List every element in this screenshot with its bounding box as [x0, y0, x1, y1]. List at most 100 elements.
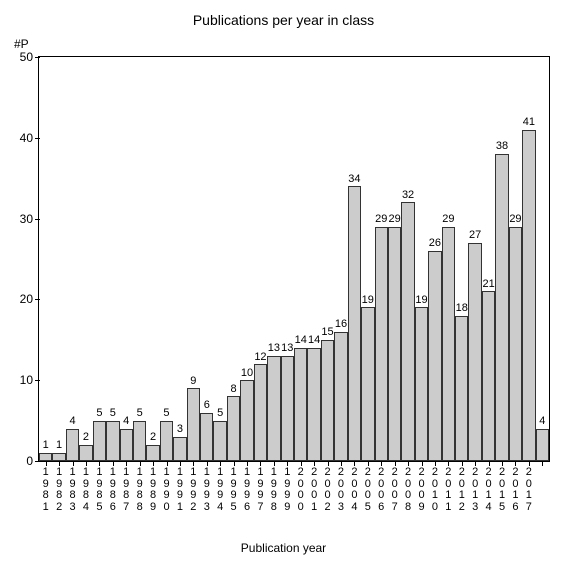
bar: 21 [482, 291, 495, 461]
bar: 14 [294, 348, 307, 461]
bar: 16 [334, 332, 347, 461]
x-tick-label: 1 9 8 6 [110, 467, 116, 513]
bar-value-label: 4 [123, 416, 129, 428]
bar: 1 [39, 453, 52, 461]
x-tick-label: 1 9 8 7 [123, 467, 129, 513]
y-tick-label: 10 [7, 373, 39, 387]
chart-title: Publications per year in class [0, 12, 567, 28]
bar-value-label: 5 [163, 408, 169, 420]
bar-value-label: 12 [254, 352, 266, 364]
x-tick [542, 461, 543, 466]
bar: 34 [348, 186, 361, 461]
bar: 4 [536, 429, 549, 461]
bar-value-label: 29 [442, 214, 454, 226]
bar: 5 [160, 421, 173, 461]
x-tick-label: 1 9 8 2 [56, 467, 62, 513]
x-tick-label: 2 0 0 7 [392, 467, 398, 513]
x-tick-label: 2 0 0 9 [418, 467, 424, 513]
bar-value-label: 19 [415, 295, 427, 307]
bar-value-label: 15 [321, 327, 333, 339]
bar-value-label: 14 [295, 335, 307, 347]
bar: 19 [415, 307, 428, 461]
bar: 5 [106, 421, 119, 461]
bar-value-label: 32 [402, 190, 414, 202]
x-tick-label: 2 0 0 0 [298, 467, 304, 513]
x-tick-label: 2 0 1 1 [445, 467, 451, 513]
y-axis-label: #P [14, 37, 29, 51]
bar: 4 [66, 429, 79, 461]
bar: 15 [321, 340, 334, 461]
x-axis-label: Publication year [0, 541, 567, 555]
bar-value-label: 14 [308, 335, 320, 347]
bar: 2 [79, 445, 92, 461]
bar-value-label: 29 [389, 214, 401, 226]
bar-value-label: 4 [69, 416, 75, 428]
bar-value-label: 2 [83, 432, 89, 444]
y-tick-label: 20 [7, 292, 39, 306]
bar: 26 [428, 251, 441, 461]
bar: 29 [375, 227, 388, 461]
chart-container: Publications per year in class #P 010203… [0, 0, 567, 567]
x-tick-label: 1 9 9 8 [271, 467, 277, 513]
bar-value-label: 1 [43, 440, 49, 452]
bar: 27 [468, 243, 481, 461]
x-tick-label: 2 0 1 3 [472, 467, 478, 513]
bar-value-label: 5 [137, 408, 143, 420]
bar: 18 [455, 316, 468, 461]
x-tick-label: 1 9 9 6 [244, 467, 250, 513]
bar-value-label: 29 [375, 214, 387, 226]
x-tick-label: 2 0 0 6 [378, 467, 384, 513]
x-tick-label: 1 9 9 5 [231, 467, 237, 513]
x-tick-label: 1 9 9 3 [204, 467, 210, 513]
bar-value-label: 21 [482, 279, 494, 291]
bar-value-label: 5 [110, 408, 116, 420]
x-tick-label: 1 9 8 4 [83, 467, 89, 513]
x-tick-label: 1 9 8 1 [43, 467, 49, 513]
y-tick-label: 50 [7, 50, 39, 64]
bar: 14 [307, 348, 320, 461]
bar: 5 [93, 421, 106, 461]
bar: 38 [495, 154, 508, 461]
bar: 13 [281, 356, 294, 461]
x-tick-label: 2 0 1 5 [499, 467, 505, 513]
bar-value-label: 34 [348, 174, 360, 186]
bar: 29 [509, 227, 522, 461]
x-tick-label: 2 0 0 2 [324, 467, 330, 513]
x-tick-label: 1 9 9 9 [284, 467, 290, 513]
x-tick-label: 2 0 0 4 [351, 467, 357, 513]
bar-value-label: 29 [509, 214, 521, 226]
x-tick-label: 2 0 1 0 [432, 467, 438, 513]
bar: 32 [401, 202, 414, 461]
bar-value-label: 9 [190, 376, 196, 388]
bar-value-label: 1 [56, 440, 62, 452]
bar: 41 [522, 130, 535, 461]
bar: 2 [146, 445, 159, 461]
bar-value-label: 13 [281, 343, 293, 355]
bar-value-label: 2 [150, 432, 156, 444]
x-tick-label: 2 0 1 4 [486, 467, 492, 513]
bar: 6 [200, 413, 213, 461]
bar: 1 [52, 453, 65, 461]
x-tick-label: 1 9 9 7 [257, 467, 263, 513]
bar-value-label: 16 [335, 319, 347, 331]
bar: 29 [388, 227, 401, 461]
bar-value-label: 41 [523, 117, 535, 129]
bar: 29 [442, 227, 455, 461]
bar: 5 [133, 421, 146, 461]
x-tick-label: 2 0 0 5 [365, 467, 371, 513]
x-tick-label: 1 9 8 3 [69, 467, 75, 513]
bar: 8 [227, 396, 240, 461]
x-tick-label: 1 9 8 9 [150, 467, 156, 513]
x-tick-label: 1 9 8 8 [137, 467, 143, 513]
x-tick-label: 2 0 1 6 [512, 467, 518, 513]
x-tick-label: 1 9 9 0 [163, 467, 169, 513]
bar: 12 [254, 364, 267, 461]
bar-value-label: 27 [469, 230, 481, 242]
bar: 9 [187, 388, 200, 461]
bar-value-label: 8 [231, 384, 237, 396]
plot-area: 0102030405011 9 8 111 9 8 241 9 8 321 9 … [38, 56, 550, 462]
bar: 3 [173, 437, 186, 461]
bar-value-label: 5 [217, 408, 223, 420]
bar-value-label: 18 [456, 303, 468, 315]
y-tick-label: 40 [7, 131, 39, 145]
